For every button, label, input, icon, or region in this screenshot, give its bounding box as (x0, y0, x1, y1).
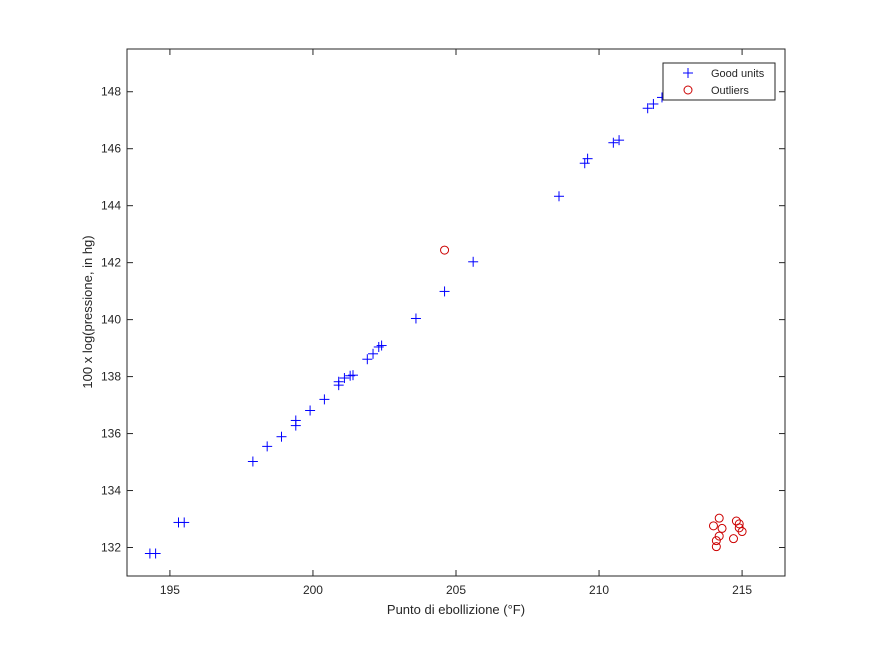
good-unit-point (582, 153, 593, 164)
good-unit-point (339, 373, 350, 384)
outlier-point (717, 523, 727, 533)
good-unit-point (648, 98, 659, 109)
y-tick-label: 132 (101, 541, 121, 555)
good-unit-point (468, 256, 479, 267)
axis-ticks: 195 200 205 210 215 132 134 136 138 140 142 144 146 1… (101, 49, 785, 597)
good-unit-point (362, 354, 373, 365)
x-tick-label: 210 (589, 583, 609, 597)
good-unit-point (376, 340, 387, 351)
y-tick-label: 148 (101, 85, 121, 99)
good-unit-point (608, 137, 619, 148)
good-unit-point (262, 441, 273, 452)
good-unit-point (179, 517, 190, 528)
good-unit-point (290, 415, 301, 426)
x-tick-label: 215 (732, 583, 752, 597)
good-unit-point (553, 191, 564, 202)
outlier-point (714, 531, 724, 541)
outlier-point (734, 519, 744, 529)
good-unit-point (305, 405, 316, 416)
good-unit-point (410, 313, 421, 324)
x-tick-label: 205 (446, 583, 466, 597)
y-tick-label: 138 (101, 370, 121, 384)
y-tick-label: 134 (101, 484, 121, 498)
data-points (144, 92, 747, 559)
good-unit-point (150, 548, 161, 559)
good-unit-point (368, 348, 379, 359)
outlier-point (729, 534, 739, 544)
good-unit-point (439, 286, 450, 297)
outlier-point (708, 521, 718, 531)
y-axis-label: 100 x log(pressione, in hg) (80, 235, 95, 388)
plot-area (126, 48, 786, 577)
good-unit-point (276, 431, 287, 442)
good-unit-point (642, 103, 653, 114)
y-tick-label: 136 (101, 427, 121, 441)
good-unit-point (333, 376, 344, 387)
legend: Good units Outliers (662, 62, 776, 101)
outlier-point (737, 527, 747, 537)
legend-circle-marker (683, 85, 693, 95)
legend-marker-good-units (683, 68, 693, 78)
legend-marker-outliers (683, 85, 693, 95)
good-unit-point (319, 394, 330, 405)
x-axis-label: Punto di ebollizione (°F) (387, 602, 525, 617)
outlier-point (440, 245, 450, 255)
good-unit-point (348, 370, 359, 381)
legend-plus-marker (683, 68, 693, 78)
y-tick-label: 146 (101, 142, 121, 156)
y-tick-label: 140 (101, 313, 121, 327)
x-tick-label: 200 (303, 583, 323, 597)
legend-label-outliers: Outliers (711, 85, 749, 97)
outlier-point (711, 542, 721, 552)
y-tick-label: 144 (101, 199, 121, 213)
good-unit-point (614, 135, 625, 146)
legend-label-good-units: Good units (711, 68, 765, 80)
x-tick-label: 195 (160, 583, 180, 597)
y-tick-label: 142 (101, 256, 121, 270)
legend-box (662, 62, 776, 101)
good-unit-point (247, 456, 258, 467)
outlier-point (714, 513, 724, 523)
outlier-point (711, 536, 721, 546)
